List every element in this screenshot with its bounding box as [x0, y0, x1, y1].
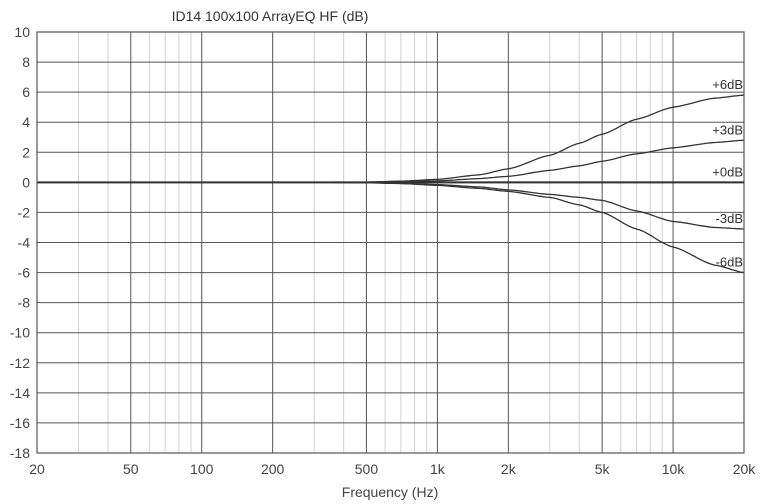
- curve-label: -6dB: [716, 255, 743, 270]
- y-tick-label: -6: [18, 265, 31, 281]
- eq-curves: [37, 94, 745, 274]
- curve-label: +6dB: [712, 77, 743, 92]
- x-tick-label: 20: [29, 461, 45, 477]
- y-tick-label: -2: [18, 204, 31, 220]
- y-tick-label: 4: [22, 114, 30, 130]
- x-tick-label: 50: [123, 461, 139, 477]
- curve-labels: +6dB +3dB +0dB -3dB -6dB: [712, 77, 743, 269]
- y-tick-label: 2: [22, 144, 30, 160]
- y-tick-label: -8: [18, 295, 31, 311]
- y-axis-ticks: 10 8 6 4 2 0 -2 -4 -6 -8 -10 -12 -14 -16 -18: [10, 24, 30, 461]
- x-tick-label: 2k: [501, 461, 517, 477]
- x-tick-label: 10k: [662, 461, 686, 477]
- x-tick-label: 20k: [733, 461, 757, 477]
- y-tick-label: -10: [10, 325, 30, 341]
- x-tick-label: 100: [190, 461, 214, 477]
- plot-frame: [36, 31, 745, 454]
- y-tick-label: -16: [10, 415, 30, 431]
- curve-label: -3dB: [716, 211, 743, 226]
- major-gridlines: [36, 31, 745, 454]
- x-axis-label: Frequency (Hz): [342, 484, 438, 500]
- eq-curve: [37, 181, 745, 274]
- eq-curve: [37, 94, 745, 184]
- x-axis-ticks: 20 50 100 200 500 1k 2k 5k 10k 20k: [29, 461, 756, 477]
- y-tick-label: 0: [22, 174, 30, 190]
- y-tick-label: -4: [18, 235, 31, 251]
- y-tick-label: 6: [22, 84, 30, 100]
- eq-curve: [37, 181, 745, 230]
- y-tick-label: -18: [10, 445, 30, 461]
- chart-title: ID14 100x100 ArrayEQ HF (dB): [172, 8, 369, 24]
- curve-label: +3dB: [712, 122, 743, 137]
- x-tick-label: 200: [261, 461, 285, 477]
- x-tick-label: 5k: [595, 461, 611, 477]
- eq-curve: [37, 139, 745, 184]
- curve-label: +0dB: [712, 164, 743, 179]
- x-tick-label: 1k: [430, 461, 446, 477]
- y-tick-label: 8: [22, 54, 30, 70]
- x-tick-label: 500: [355, 461, 379, 477]
- y-tick-label: 10: [14, 24, 30, 40]
- y-tick-label: -14: [10, 385, 30, 401]
- y-tick-label: -12: [10, 355, 30, 371]
